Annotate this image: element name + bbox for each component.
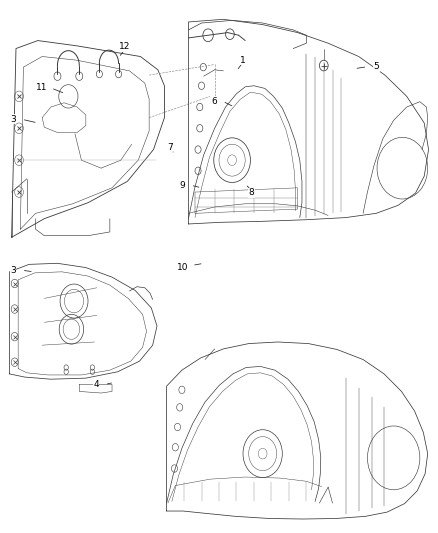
Text: 11: 11 bbox=[36, 83, 48, 92]
Text: 9: 9 bbox=[179, 181, 185, 190]
Text: 7: 7 bbox=[167, 143, 173, 152]
Text: 6: 6 bbox=[211, 96, 217, 106]
Text: 10: 10 bbox=[177, 263, 189, 272]
Text: 5: 5 bbox=[373, 62, 379, 71]
Text: 4: 4 bbox=[93, 380, 99, 389]
Text: 3: 3 bbox=[10, 115, 16, 124]
Text: 3: 3 bbox=[10, 266, 16, 274]
Text: 1: 1 bbox=[240, 56, 246, 64]
Text: 8: 8 bbox=[249, 188, 254, 197]
Text: 12: 12 bbox=[120, 43, 131, 52]
